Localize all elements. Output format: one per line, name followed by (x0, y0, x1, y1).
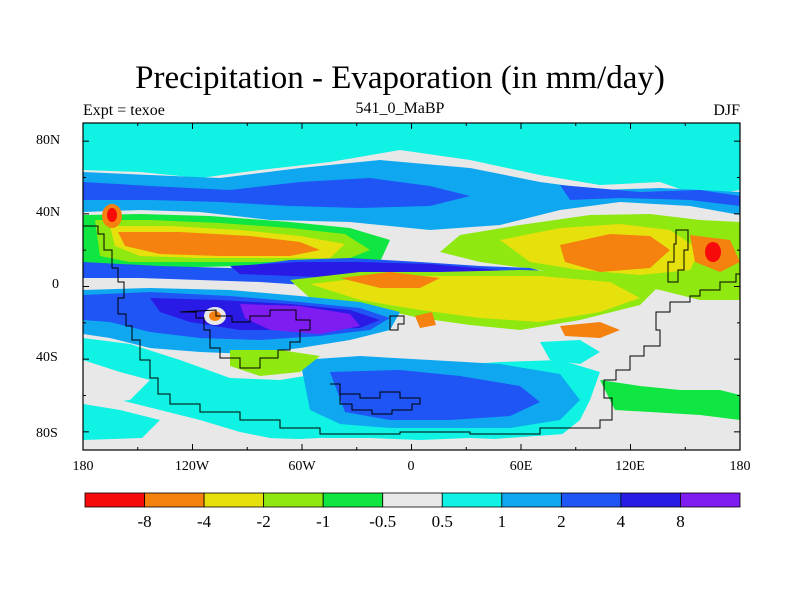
colorbar-label: 1 (497, 512, 507, 531)
lat-label-80s: 80S (36, 426, 58, 441)
lon-label-120e: 120E (615, 459, 645, 474)
colorbar-swatch (620, 492, 681, 508)
colorbar (84, 492, 741, 508)
colorbar-swatch (263, 492, 324, 508)
lon-label-120w: 120W (174, 459, 210, 474)
plot-subtitle: 541_0_MaBP (355, 100, 445, 117)
colorbar-label: 4 (616, 512, 626, 531)
colorbar-swatch (84, 492, 145, 508)
colorbar-swatch (203, 492, 265, 508)
colorbar-swatch (501, 492, 562, 508)
lon-label-60w: 60W (288, 459, 316, 474)
colorbar-swatch (560, 492, 622, 508)
colorbar-label: -2 (256, 512, 271, 531)
colorbar-swatch (382, 492, 443, 508)
colorbar-label: -0.5 (369, 512, 397, 531)
lat-label-eq: 0 (52, 277, 59, 292)
lon-label-60e: 60E (509, 459, 533, 474)
season-label: DJF (713, 102, 740, 119)
colorbar-label: 8 (676, 512, 685, 531)
colorbar-swatch (441, 492, 503, 508)
colorbar-label: 2 (557, 512, 566, 531)
experiment-label: Expt = texoe (83, 102, 165, 119)
colorbar-swatch (322, 492, 384, 508)
colorbar-label: 0.5 (431, 512, 453, 531)
lon-label-180e: 180 (729, 459, 751, 474)
colorbar-swatch (680, 492, 741, 508)
colorbar-swatch (144, 492, 205, 508)
colorbar-label: -1 (316, 512, 331, 531)
lon-label-0: 0 (407, 459, 415, 474)
plot-title: Precipitation - Evaporation (in mm/day) (135, 60, 665, 96)
colorbar-label: -8 (137, 512, 152, 531)
map-field (83, 123, 740, 450)
lat-label-80n: 80N (36, 133, 61, 148)
colorbar-label: -4 (196, 512, 212, 531)
lat-label-40n: 40N (36, 205, 61, 220)
lon-label-180w: 180 (72, 459, 94, 474)
map-ticks (82, 123, 741, 450)
lat-label-40s: 40S (36, 350, 58, 365)
